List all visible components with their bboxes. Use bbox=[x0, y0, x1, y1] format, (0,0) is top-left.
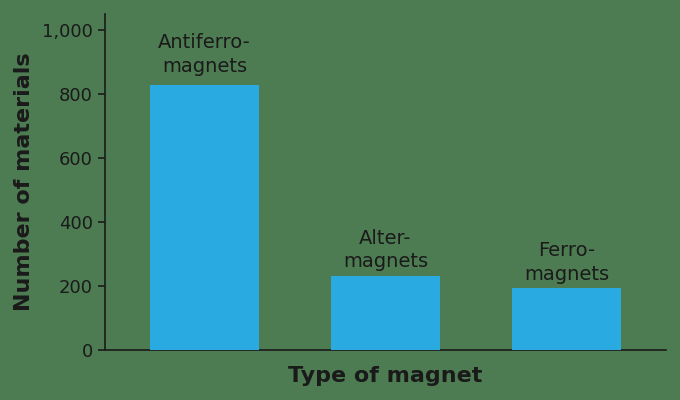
Text: Ferro-
magnets: Ferro- magnets bbox=[524, 241, 609, 284]
Bar bbox=[512, 288, 621, 350]
Bar bbox=[331, 276, 440, 350]
Text: Antiferro-
magnets: Antiferro- magnets bbox=[158, 33, 251, 76]
X-axis label: Type of magnet: Type of magnet bbox=[288, 366, 483, 386]
Y-axis label: Number of materials: Number of materials bbox=[14, 53, 34, 311]
Text: Alter-
magnets: Alter- magnets bbox=[343, 228, 428, 271]
Bar bbox=[150, 85, 259, 350]
